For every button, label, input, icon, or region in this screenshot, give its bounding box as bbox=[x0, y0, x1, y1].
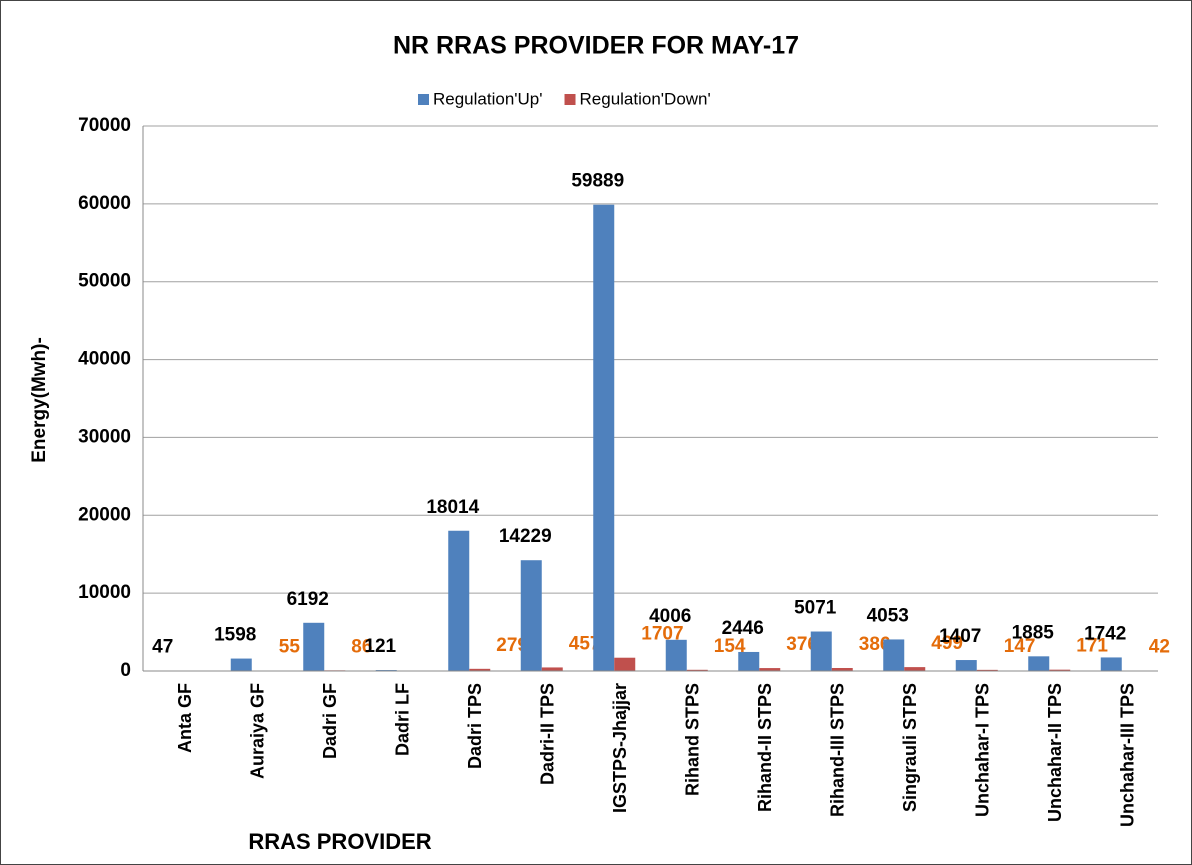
data-label: 499 bbox=[931, 633, 963, 654]
y-axis-title: Energy(Mwh)- bbox=[29, 337, 50, 463]
y-tick-label: 40000 bbox=[78, 349, 131, 370]
chart-title: NR RRAS PROVIDER FOR MAY-17 bbox=[393, 32, 799, 60]
data-label: 4006 bbox=[649, 606, 691, 627]
x-tick-label: Dadri GF bbox=[320, 683, 340, 759]
x-tick-label: Rihand STPS bbox=[683, 683, 703, 796]
data-label: 42 bbox=[1149, 637, 1170, 658]
bar bbox=[955, 660, 977, 671]
legend-swatch bbox=[564, 94, 576, 105]
bar bbox=[520, 560, 542, 671]
x-tick-label: Auraiya GF bbox=[248, 683, 268, 779]
bar bbox=[665, 639, 687, 671]
bar bbox=[831, 667, 853, 671]
data-label: 1885 bbox=[1012, 622, 1055, 643]
bar bbox=[759, 668, 781, 671]
bar bbox=[593, 204, 615, 671]
data-label: 18014 bbox=[426, 497, 479, 518]
bar bbox=[230, 658, 252, 671]
bar bbox=[1100, 657, 1122, 671]
data-label: 59889 bbox=[571, 171, 624, 192]
x-tick-label: Rihand-II STPS bbox=[755, 683, 775, 812]
data-label: 1707 bbox=[641, 624, 683, 645]
bar bbox=[810, 631, 832, 671]
x-tick-label: Unchahar-I TPS bbox=[973, 683, 993, 817]
x-tick-label: Unchahar-III TPS bbox=[1118, 683, 1138, 827]
x-tick-label: Dadri LF bbox=[393, 683, 413, 756]
data-label: 279 bbox=[496, 635, 528, 656]
data-label: 1598 bbox=[214, 625, 256, 646]
data-label: 457 bbox=[569, 633, 601, 654]
y-tick-label: 10000 bbox=[78, 582, 131, 603]
bar bbox=[448, 530, 470, 671]
y-tick-label: 20000 bbox=[78, 504, 131, 525]
bar bbox=[469, 668, 491, 671]
bar bbox=[738, 651, 760, 671]
data-label: 6192 bbox=[287, 589, 329, 610]
x-tick-label: Unchahar-II TPS bbox=[1045, 683, 1065, 822]
data-label: 1742 bbox=[1084, 623, 1126, 644]
bar bbox=[541, 667, 563, 671]
bar bbox=[614, 657, 636, 671]
data-label: 5071 bbox=[794, 598, 837, 619]
data-label: 1407 bbox=[939, 626, 981, 647]
legend-label: Regulation'Down' bbox=[580, 89, 711, 108]
y-tick-label: 50000 bbox=[78, 271, 131, 292]
data-label: 171 bbox=[1076, 636, 1108, 657]
y-tick-label: 0 bbox=[120, 660, 131, 681]
data-label: 154 bbox=[714, 636, 746, 657]
y-tick-label: 30000 bbox=[78, 426, 131, 447]
x-tick-label: IGSTPS-Jhajjar bbox=[610, 683, 630, 813]
x-tick-label: Rihand-III STPS bbox=[828, 683, 848, 817]
data-label: 14229 bbox=[499, 526, 552, 547]
data-label: 2446 bbox=[722, 618, 764, 639]
bar bbox=[883, 639, 905, 671]
bar bbox=[1049, 669, 1071, 671]
bar bbox=[1028, 656, 1050, 671]
bar bbox=[976, 669, 998, 671]
x-tick-label: Dadri TPS bbox=[465, 683, 485, 769]
x-tick-label: Singrauli STPS bbox=[900, 683, 920, 812]
data-label: 376 bbox=[786, 634, 818, 655]
legend-label: Regulation'Up' bbox=[433, 89, 543, 108]
x-tick-label: Anta GF bbox=[175, 683, 195, 753]
legend-swatch bbox=[418, 94, 429, 105]
data-label: 86 bbox=[351, 636, 372, 657]
data-label: 55 bbox=[279, 637, 301, 658]
data-label: 4053 bbox=[867, 605, 909, 626]
x-tick-label: Dadri-II TPS bbox=[538, 683, 558, 785]
y-tick-label: 60000 bbox=[78, 193, 131, 214]
data-label: 121 bbox=[364, 636, 396, 657]
x-axis-title: RRAS PROVIDER bbox=[248, 829, 431, 854]
data-label: 47 bbox=[152, 637, 173, 658]
bar bbox=[686, 669, 708, 671]
y-tick-label: 70000 bbox=[78, 115, 131, 136]
data-label: 147 bbox=[1004, 636, 1036, 657]
bar bbox=[904, 667, 926, 671]
data-label: 386 bbox=[859, 634, 891, 655]
bar bbox=[303, 622, 325, 671]
